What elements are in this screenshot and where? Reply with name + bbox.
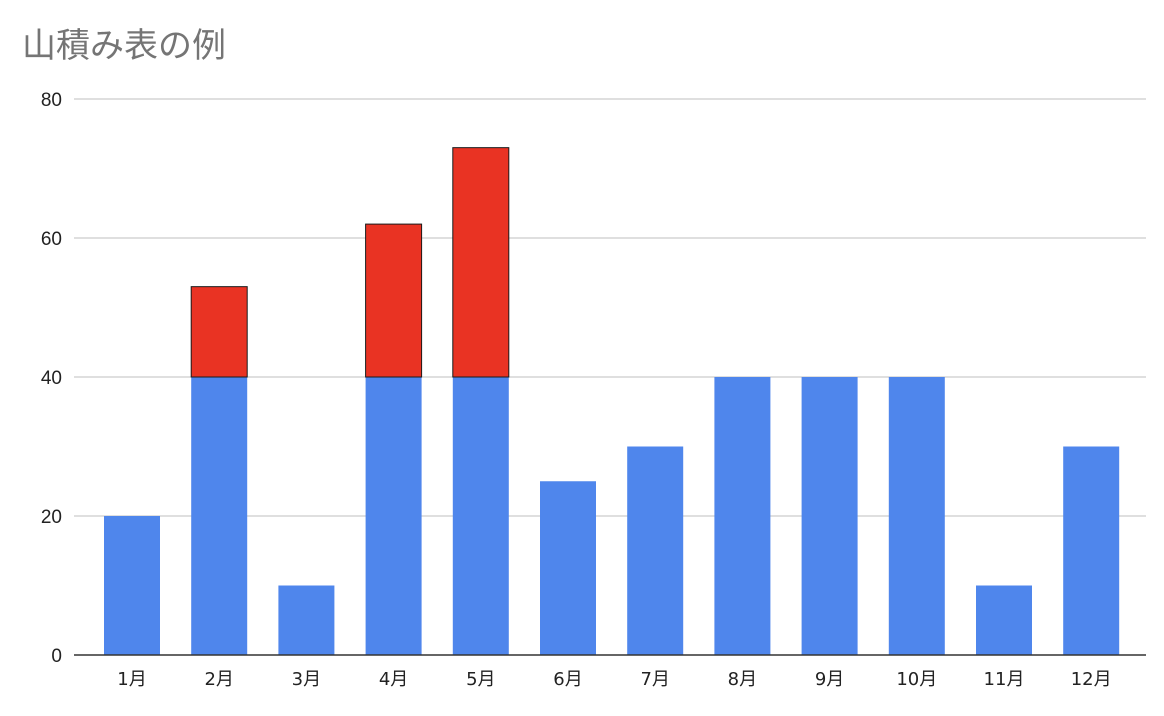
bar-segment-overload bbox=[190, 286, 248, 378]
x-tick-label: 3月 bbox=[292, 669, 321, 690]
bar-segment-base bbox=[714, 377, 771, 655]
x-tick-label: 5月 bbox=[466, 669, 495, 690]
bar-segment-base bbox=[540, 481, 596, 655]
y-tick-label: 80 bbox=[41, 90, 62, 111]
x-tick-label: 4月 bbox=[379, 669, 408, 690]
y-tick-label: 0 bbox=[51, 646, 62, 667]
bar-segment-base bbox=[452, 377, 509, 655]
bar-segment-overload bbox=[365, 223, 423, 378]
bar-segment-base bbox=[976, 585, 1032, 655]
y-tick-label: 60 bbox=[41, 229, 62, 250]
chart-title: 山積み表の例 bbox=[22, 26, 226, 66]
x-tick-label: 10月 bbox=[896, 669, 937, 690]
x-tick-label: 8月 bbox=[728, 669, 757, 690]
x-tick-label: 2月 bbox=[204, 669, 233, 690]
bar-segment-overload bbox=[452, 147, 510, 378]
x-tick-label: 6月 bbox=[553, 669, 582, 690]
bar-segment-base bbox=[191, 377, 248, 655]
bar-segment-base bbox=[278, 585, 335, 655]
bar-segment-base bbox=[888, 377, 945, 655]
bar-segment-base bbox=[365, 377, 422, 655]
bar-segment-base bbox=[104, 516, 160, 655]
x-tick-label: 7月 bbox=[640, 669, 669, 690]
x-tick-label: 1月 bbox=[117, 669, 146, 690]
bar-segment-base bbox=[1063, 446, 1120, 655]
bar-segment-base bbox=[801, 377, 858, 655]
y-tick-labels: 0 20 40 60 80 bbox=[41, 90, 62, 667]
gridlines bbox=[74, 98, 1146, 517]
y-tick-label: 20 bbox=[41, 507, 62, 528]
y-tick-label: 40 bbox=[41, 368, 62, 389]
x-tick-label: 9月 bbox=[815, 669, 844, 690]
x-tick-label: 12月 bbox=[1071, 669, 1112, 690]
x-tick-labels: 1月 2月 3月 4月 5月 6月 7月 8月 9月 10月 11月 12月 bbox=[117, 669, 1111, 690]
x-tick-label: 11月 bbox=[984, 669, 1025, 690]
bar-segment-base bbox=[627, 446, 684, 655]
bars bbox=[104, 147, 1120, 655]
